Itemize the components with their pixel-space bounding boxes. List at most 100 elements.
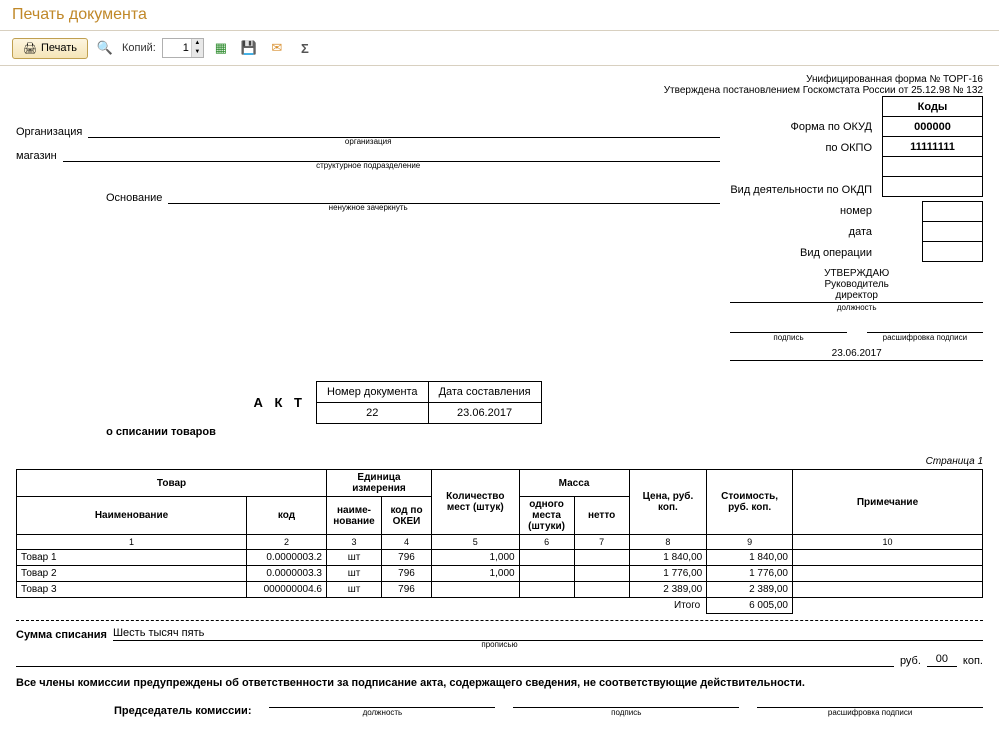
h-kod: код (247, 497, 327, 535)
cell-name: Товар 3 (17, 582, 247, 598)
nomer-value (923, 202, 983, 222)
chair-post (269, 695, 495, 708)
copies-up[interactable]: ▲ (191, 39, 203, 48)
preview-button[interactable]: 🔍 (94, 37, 116, 59)
store-value (63, 148, 721, 162)
cell-unit: шт (327, 566, 382, 582)
h-naimen: наиме- нование (327, 497, 382, 535)
cell-cost: 1 840,00 (707, 550, 793, 566)
cn-6: 6 (519, 535, 574, 550)
cell-one (519, 550, 574, 566)
print-label: Печать (41, 42, 77, 54)
print-button[interactable]: 🖨 Печать (12, 38, 88, 59)
cell-okei: 796 (382, 550, 432, 566)
store-caption: структурное подразделение (16, 161, 720, 170)
sum-words: Шесть тысяч пять (113, 627, 983, 641)
approve-date: 23.06.2017 (730, 348, 983, 361)
cn-10: 10 (793, 535, 983, 550)
cn-5: 5 (432, 535, 520, 550)
form-line-1: Унифицированная форма № ТОРГ-16 (16, 74, 983, 85)
save-button[interactable]: 💾 (238, 37, 260, 59)
cn-4: 4 (382, 535, 432, 550)
h-tovar: Товар (17, 470, 327, 497)
cn-8: 8 (629, 535, 707, 550)
email-button[interactable]: ✉ (266, 37, 288, 59)
sum-line-2 (16, 653, 894, 667)
goods-table: Товар Единица измерения Количество мест … (16, 469, 983, 614)
store-label: магазин (16, 150, 57, 162)
h-okei: код по ОКЕИ (382, 497, 432, 535)
osn-value (168, 190, 720, 204)
cell-price: 1 776,00 (629, 566, 707, 582)
document-body: Унифицированная форма № ТОРГ-16 Утвержде… (0, 66, 999, 725)
doc-num-header: Номер документа (317, 382, 429, 403)
chair-sign (513, 695, 739, 708)
h-name: Наименование (17, 497, 247, 535)
cell-unit: шт (327, 550, 382, 566)
total-label: Итого (17, 598, 707, 614)
cell-okei: 796 (382, 566, 432, 582)
settings-button[interactable]: ▦ (210, 37, 232, 59)
approve-block: УТВЕРЖДАЮ Руководитель директор должност… (730, 268, 983, 361)
warning-text: Все члены комиссии предупреждены об отве… (16, 677, 983, 689)
cell-qty: 1,000 (432, 566, 520, 582)
cell-price: 1 840,00 (629, 550, 707, 566)
akt-subtitle: о списании товаров (16, 426, 316, 438)
doc-date-header: Дата составления (428, 382, 541, 403)
sum-button[interactable]: Σ (294, 37, 316, 59)
okud-label: Форма по ОКУД (730, 117, 876, 138)
sum-label: Сумма списания (16, 629, 107, 641)
org-caption: организация (16, 137, 720, 146)
total-empty (793, 598, 983, 614)
cell-name: Товар 1 (17, 550, 247, 566)
copies-down[interactable]: ▼ (191, 48, 203, 57)
cn-2: 2 (247, 535, 327, 550)
table-check-icon: ▦ (215, 40, 227, 56)
akt-title: А К Т (16, 395, 316, 410)
codes-table-2 (922, 201, 983, 262)
okpo-label: по ОКПО (730, 138, 876, 159)
form-header: Унифицированная форма № ТОРГ-16 Утвержде… (16, 74, 983, 96)
rub-label: руб. (900, 655, 921, 667)
cell-kod: 0.0000003.2 (247, 550, 327, 566)
cn-1: 1 (17, 535, 247, 550)
approve-utv: УТВЕРЖДАЮ (730, 268, 983, 279)
rub-value: 00 (927, 653, 957, 667)
page-indicator: Страница 1 (16, 456, 983, 467)
cell-kod: 000000004.6 (247, 582, 327, 598)
printer-icon: 🖨 (23, 42, 37, 55)
form-line-2: Утверждена постановлением Госкомстата Ро… (16, 85, 983, 96)
approve-name-cap: расшифровка подписи (867, 333, 983, 342)
page-title: Печать документа (0, 0, 999, 31)
approve-dir: директор (730, 290, 983, 303)
cell-netto (574, 550, 629, 566)
copies-label: Копий: (122, 42, 156, 54)
table-row: Товар 3000000004.6шт7962 389,002 389,00 (17, 582, 983, 598)
cn-3: 3 (327, 535, 382, 550)
total-value: 6 005,00 (707, 598, 793, 614)
code-empty-1 (883, 157, 983, 177)
nomer-label: номер (730, 201, 876, 222)
cn-9: 9 (707, 535, 793, 550)
cell-cost: 2 389,00 (707, 582, 793, 598)
chair-name (757, 695, 983, 708)
sigma-icon: Σ (301, 41, 309, 56)
h-one: одного места (штуки) (519, 497, 574, 535)
dashed-separator (16, 620, 983, 621)
codes-header: Коды (883, 97, 983, 117)
toolbar: 🖨 Печать 🔍 Копий: ▲ ▼ ▦ 💾 ✉ Σ (0, 31, 999, 66)
cell-note (793, 582, 983, 598)
cell-unit: шт (327, 582, 382, 598)
cell-kod: 0.0000003.3 (247, 566, 327, 582)
doc-num-table: Номер документа Дата составления 22 23.0… (316, 381, 542, 424)
cell-cost: 1 776,00 (707, 566, 793, 582)
data-label: дата (730, 222, 876, 243)
org-value (88, 124, 720, 138)
approve-ruk: Руководитель (730, 279, 983, 290)
chair-sign-cap: подпись (513, 708, 739, 717)
approve-sign-cap: подпись (730, 333, 846, 342)
okpo-value: 11111111 (883, 137, 983, 157)
vid-value (923, 242, 983, 262)
h-qty: Количество мест (штук) (432, 470, 520, 535)
magnifier-icon: 🔍 (97, 40, 113, 56)
